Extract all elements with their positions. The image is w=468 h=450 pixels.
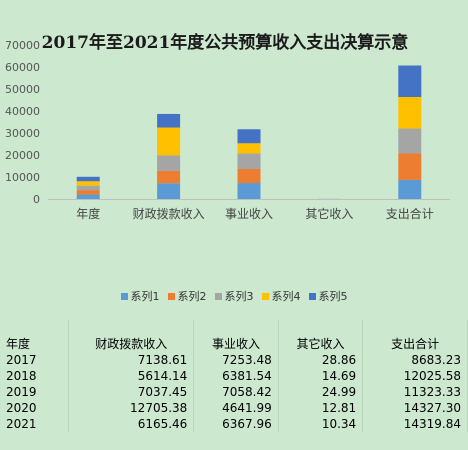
table-cell: 14327.30: [362, 400, 468, 416]
bar-1-series-5: [157, 113, 181, 128]
table-cell: 2019: [0, 384, 70, 400]
legend-item-series-4: 系列4: [261, 288, 301, 304]
bar-1-series-2: [157, 170, 181, 184]
table-cell: 12.81: [278, 400, 364, 416]
chart-title: 2017年至2021年度公共预算收入支出决算示意: [41, 33, 409, 53]
bar-2-series-1: [237, 183, 261, 199]
table-header-cell: 年度: [0, 320, 70, 352]
bar-1-series-4: [157, 127, 181, 156]
bar-0-series-5: [76, 176, 100, 182]
table-cell: 7037.45: [68, 384, 195, 400]
legend-item-series-1: 系列1: [120, 288, 160, 304]
bar-2-series-2: [237, 169, 261, 184]
x-tick-label-1: 财政拨款收入: [133, 207, 205, 221]
table-cell: 8683.23: [362, 352, 468, 368]
chart-legend: 系列1 系列2 系列3 系列4 系列5: [0, 288, 468, 304]
legend-swatch: [120, 292, 128, 300]
bar-4-series-4: [398, 97, 422, 129]
table-cell: 6367.96: [193, 416, 279, 432]
bar-0-series-1: [76, 194, 100, 199]
y-tick-label-2: 20000: [5, 149, 40, 162]
y-tick-label-7: 70000: [5, 39, 40, 52]
table-cell: 2020: [0, 400, 70, 416]
bar-4-series-2: [398, 153, 422, 180]
table-cell: 14.69: [278, 368, 364, 384]
bar-1-series-3: [157, 155, 181, 171]
table-cell: 2017: [0, 352, 70, 368]
legend-item-series-2: 系列2: [167, 288, 207, 304]
bar-0-series-4: [76, 181, 100, 186]
y-tick-label-0: 0: [33, 193, 40, 206]
table-cell: 14319.84: [362, 416, 468, 432]
legend-item-series-3: 系列3: [214, 288, 254, 304]
table-cell: 6165.46: [68, 416, 195, 432]
table-cell: 12705.38: [68, 400, 195, 416]
table-header-cell: 其它收入: [278, 320, 364, 352]
legend-label: 系列3: [224, 290, 254, 303]
legend-label: 系列5: [318, 290, 348, 303]
bar-4-series-3: [398, 128, 422, 154]
bar-1-series-1: [157, 183, 181, 199]
bar-2-series-3: [237, 153, 261, 170]
legend-swatch: [261, 292, 269, 300]
y-tick-label-5: 50000: [5, 83, 40, 96]
table-cell: 2021: [0, 416, 70, 432]
table-cell: 5614.14: [68, 368, 195, 384]
legend-label: 系列1: [130, 290, 160, 303]
table-row: 2018 5614.14 6381.54 14.69 12025.58: [0, 368, 468, 384]
table-cell: 24.99: [278, 384, 364, 400]
legend-swatch: [214, 292, 222, 300]
y-tick-label-1: 10000: [5, 171, 40, 184]
table-cell: 28.86: [278, 352, 364, 368]
table-row: 2017 7138.61 7253.48 28.86 8683.23: [0, 352, 468, 368]
bar-0-series-3: [76, 185, 100, 191]
table-cell: 7253.48: [193, 352, 279, 368]
y-tick-label-4: 40000: [5, 105, 40, 118]
table-cell: 7058.42: [193, 384, 279, 400]
y-tick-label-3: 30000: [5, 127, 40, 140]
legend-label: 系列2: [177, 290, 207, 303]
bar-2-series-5: [237, 129, 261, 144]
bar-4-series-5: [398, 65, 422, 98]
table-row: 2020 12705.38 4641.99 12.81 14327.30: [0, 400, 468, 416]
bar-2-series-4: [237, 143, 261, 154]
bar-0-series-2: [76, 190, 100, 195]
stacked-bar-chart: 0 10000 20000 30000 40000 50000 60000 70000 年度 财政…: [5, 39, 450, 221]
x-tick-label-2: 事业收入: [225, 207, 273, 221]
y-tick-label-6: 60000: [5, 61, 40, 74]
table-header-row: 年度 财政拨款收入 事业收入 其它收入 支出合计: [0, 320, 468, 352]
x-tick-label-4: 支出合计: [386, 206, 434, 221]
table-cell: 11323.33: [362, 384, 468, 400]
x-tick-label-0: 年度: [76, 206, 100, 221]
legend-item-series-5: 系列5: [308, 288, 348, 304]
table-header-cell: 支出合计: [362, 320, 468, 352]
table-cell: 2018: [0, 368, 70, 384]
legend-swatch: [308, 292, 316, 300]
table-cell: 7138.61: [68, 352, 195, 368]
table-row: 2019 7037.45 7058.42 24.99 11323.33: [0, 384, 468, 400]
legend-label: 系列4: [271, 290, 301, 303]
x-tick-label-3: 其它收入: [305, 206, 353, 221]
bar-4-series-1: [398, 179, 422, 199]
table-row: 2021 6165.46 6367.96 10.34 14319.84: [0, 416, 468, 432]
table-cell: 12025.58: [362, 368, 468, 384]
table-header-cell: 事业收入: [193, 320, 279, 352]
data-table: 年度 财政拨款收入 事业收入 其它收入 支出合计 2017 7138.61 7253.48 28…: [0, 320, 468, 432]
table-cell: 6381.54: [193, 368, 279, 384]
legend-swatch: [167, 292, 175, 300]
table-cell: 10.34: [278, 416, 364, 432]
table-header-cell: 财政拨款收入: [68, 320, 195, 352]
table-cell: 4641.99: [193, 400, 279, 416]
